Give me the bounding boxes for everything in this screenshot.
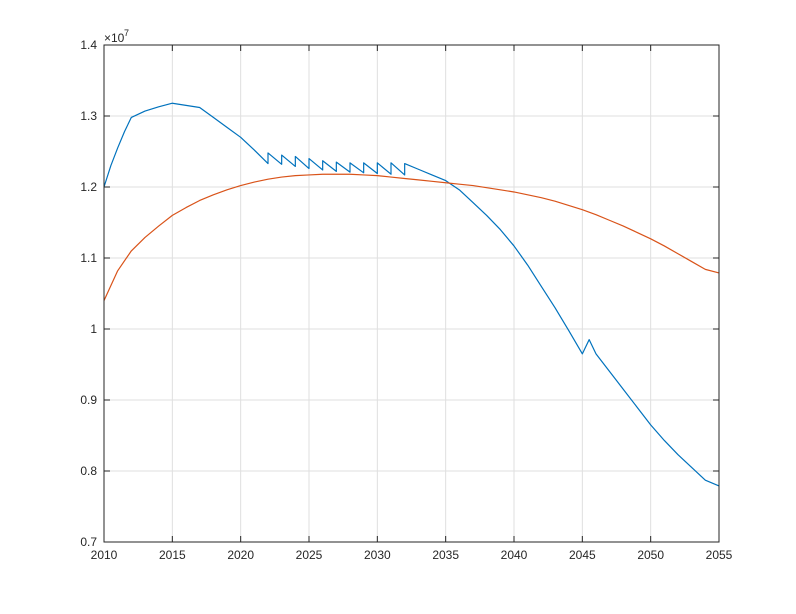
grid-lines — [103, 44, 720, 543]
x-tick-label: 2030 — [364, 548, 391, 562]
x-tick-label: 2025 — [296, 548, 323, 562]
y-tick-label: 1.1 — [80, 251, 97, 265]
y-axis: 0.7 0.8 0.9 1 1.1 1.2 1.3 1.4 — [80, 38, 719, 549]
series-line-1 — [103, 102, 720, 487]
x-tick-label: 2050 — [637, 548, 664, 562]
series-line-2 — [103, 173, 720, 301]
x-tick-label: 2045 — [569, 548, 596, 562]
y-tick-label: 1.2 — [80, 180, 97, 194]
y-tick-label: 1.4 — [80, 38, 97, 52]
x-tick-label: 2040 — [501, 548, 528, 562]
x-axis: 2010 2015 2020 2025 2030 2035 2040 2045 2050 2055 — [91, 45, 733, 562]
y-tick-label: 1.3 — [80, 109, 97, 123]
x-tick-label: 2020 — [227, 548, 254, 562]
x-tick-label: 2010 — [91, 548, 118, 562]
x-tick-label: 2015 — [159, 548, 186, 562]
y-tick-label: 0.9 — [80, 393, 97, 407]
y-tick-label: 0.7 — [80, 535, 97, 549]
y-exponent-base: ×10 — [104, 31, 125, 45]
x-tick-label: 2035 — [432, 548, 459, 562]
series-layer — [103, 102, 720, 487]
y-tick-label: 1 — [90, 322, 97, 336]
x-tick-label: 2055 — [706, 548, 733, 562]
y-tick-label: 0.8 — [80, 464, 97, 478]
y-exponent-power: 7 — [124, 28, 129, 38]
axes-box — [103, 44, 720, 543]
